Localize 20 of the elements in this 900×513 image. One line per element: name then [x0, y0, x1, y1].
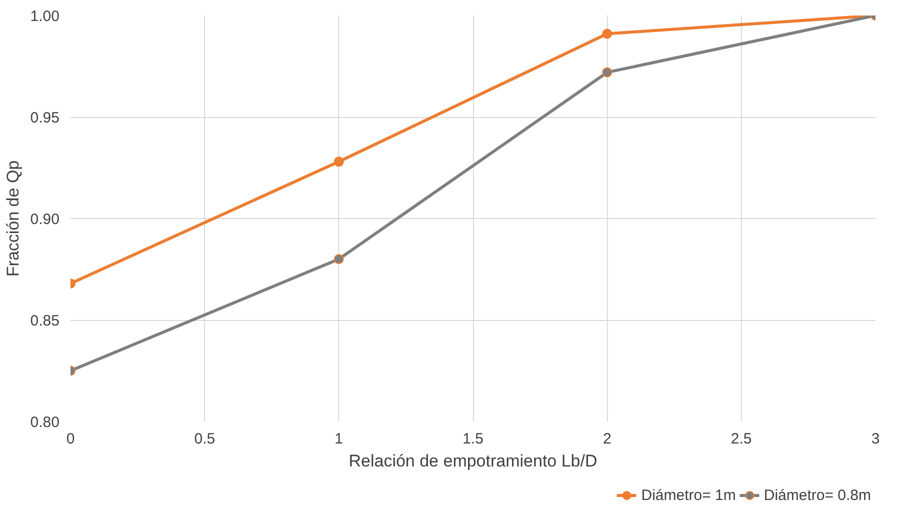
x-tick-label: 0.5: [194, 430, 216, 448]
x-tick-label: 1.5: [462, 430, 484, 448]
y-tick-label: 1.00: [30, 8, 60, 25]
point: [334, 254, 344, 264]
x-tick-label: 3: [871, 430, 880, 448]
point: [602, 28, 612, 39]
x-tick-label: 0: [66, 430, 75, 448]
y-tick-label: 0.90: [30, 211, 60, 228]
y-tick-label: 0.95: [30, 110, 60, 126]
legend-label: Diámetro= 0.8m: [764, 486, 871, 504]
y-axis-title: Fracción de Qp: [3, 160, 22, 277]
point: [334, 156, 344, 167]
x-tick-label: 2.5: [730, 430, 752, 448]
x-axis-title: Relación de empotramiento Lb/D: [348, 452, 598, 470]
point: [602, 67, 612, 78]
y-tick-label: 0.80: [30, 414, 60, 431]
legend-label: Diámetro= 1m: [641, 486, 736, 504]
y-tick-label: 0.85: [30, 312, 60, 330]
x-tick-label: 2: [602, 430, 612, 448]
x-tick-label: 1: [334, 430, 344, 448]
